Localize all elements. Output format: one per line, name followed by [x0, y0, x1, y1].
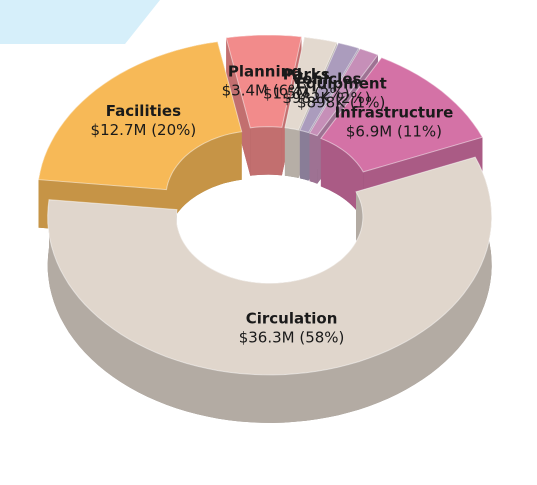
slice-value: $898K (1%)	[297, 93, 385, 111]
slice-inner-wall	[250, 126, 282, 176]
slice	[299, 42, 360, 134]
slice	[284, 36, 338, 131]
slice-value: $3.4M (6%)	[222, 81, 309, 99]
slice-name: Facilities	[106, 102, 181, 120]
slice-name: Infrastructure	[335, 103, 454, 121]
slice-name: Equipment	[296, 74, 387, 92]
slice-name: Planning	[228, 62, 302, 80]
slice	[47, 156, 493, 376]
slice-value: $6.9M (11%)	[346, 122, 442, 140]
decoration	[0, 0, 160, 44]
slice	[320, 56, 484, 173]
slice-name: Circulation	[246, 309, 338, 327]
slice-value: $36.3M (58%)	[239, 328, 345, 346]
slices	[37, 34, 493, 423]
slice-value: $12.7M (20%)	[91, 121, 197, 139]
slice-name: Vehicles	[292, 70, 362, 88]
slice-inner-wall	[166, 131, 242, 238]
slice-name: Parks	[283, 66, 330, 84]
slice	[37, 41, 243, 191]
labels: Planning$3.4M (6%)Parks$1.5M (2%)Vehicle…	[91, 62, 454, 346]
slice	[225, 34, 303, 129]
slice	[308, 48, 379, 137]
slice-outer-wall	[47, 157, 492, 423]
slice-value: $1.5M (2%)	[263, 85, 350, 103]
slice-value: $982K (2%)	[282, 89, 370, 107]
